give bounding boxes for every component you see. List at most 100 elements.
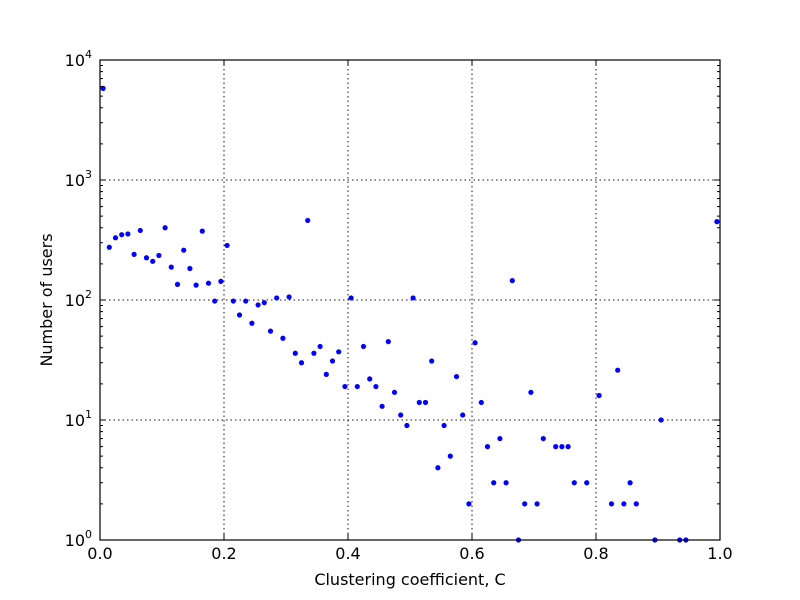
y-tick-label: 100 (65, 528, 92, 550)
data-point (236, 312, 243, 318)
data-point (205, 280, 212, 286)
data-point (274, 295, 280, 301)
x-tick-label: 0.8 (583, 544, 608, 563)
data-point (131, 251, 137, 257)
grid-lines (100, 60, 720, 540)
data-point (627, 480, 633, 486)
x-tick-label: 0.6 (459, 544, 484, 563)
data-point (522, 501, 528, 507)
data-point (329, 358, 336, 364)
data-point (633, 501, 639, 507)
data-point (398, 412, 404, 418)
data-point (373, 383, 379, 390)
data-point (571, 480, 577, 486)
data-point (261, 300, 267, 306)
data-point (112, 235, 119, 241)
x-axis-label: Clustering coefficient, C (314, 570, 505, 589)
data-point (230, 298, 236, 304)
data-point (137, 227, 143, 234)
data-point (212, 298, 218, 304)
x-tick-label: 0.2 (211, 544, 236, 563)
data-point (168, 264, 174, 270)
data-point (218, 278, 224, 284)
data-point (596, 392, 602, 399)
x-tick-label: 0.0 (87, 544, 112, 563)
y-tick-label: 102 (65, 288, 92, 310)
data-point (367, 376, 373, 382)
data-point (559, 444, 565, 450)
data-point (385, 339, 391, 345)
data-point (584, 480, 590, 486)
data-point (292, 350, 298, 356)
data-point (472, 340, 478, 346)
data-point (336, 349, 342, 355)
data-point (460, 412, 466, 418)
data-point (528, 389, 534, 395)
data-point (466, 501, 472, 507)
data-point (125, 231, 131, 237)
data-point (106, 244, 112, 250)
data-point (478, 399, 484, 406)
data-point (311, 350, 317, 356)
data-point (410, 295, 416, 301)
data-point (608, 501, 615, 507)
data-point (323, 371, 329, 377)
data-point (540, 435, 546, 442)
data-point (553, 444, 559, 450)
data-point (298, 360, 305, 366)
data-point (379, 403, 385, 409)
data-point (255, 302, 261, 308)
data-point (714, 219, 720, 225)
data-point (565, 444, 571, 450)
data-point (199, 228, 205, 234)
data-point (621, 501, 627, 507)
data-point (181, 247, 187, 253)
data-point (435, 465, 441, 471)
data-point (193, 282, 199, 288)
data-point (342, 383, 348, 390)
data-point (249, 320, 255, 326)
data-point (280, 335, 286, 341)
x-tick-label: 1.0 (707, 544, 732, 563)
data-point (360, 343, 367, 350)
data-point (429, 358, 435, 364)
data-point (484, 444, 491, 450)
data-point (174, 281, 181, 287)
data-point (416, 399, 422, 406)
axis-ticks: 0.0 0.2 0.4 0.6 0.8 1.0 100 101 102 103 104 (65, 48, 733, 563)
y-tick-label: 103 (65, 168, 92, 190)
data-point (224, 242, 230, 249)
data-point (615, 367, 621, 373)
data-point (286, 294, 292, 300)
data-point (422, 399, 429, 406)
data-point (267, 328, 274, 334)
data-point (243, 298, 249, 304)
data-point (150, 258, 156, 264)
data-points (100, 85, 720, 543)
data-point (503, 480, 509, 486)
data-point (497, 435, 503, 442)
data-point (453, 373, 460, 380)
data-point (187, 265, 193, 272)
y-tick-label: 104 (65, 48, 92, 70)
y-tick-label: 101 (65, 408, 92, 430)
x-tick-label: 0.4 (335, 544, 360, 563)
data-point (391, 389, 398, 395)
data-point (317, 343, 323, 350)
data-point (491, 480, 497, 486)
data-point (119, 232, 125, 238)
data-point (404, 422, 410, 429)
data-point (658, 417, 664, 423)
data-point (509, 278, 515, 284)
data-point (162, 225, 168, 231)
data-point (156, 252, 162, 259)
data-point (143, 255, 150, 261)
data-point (534, 501, 540, 507)
data-point (305, 217, 311, 224)
data-point (348, 295, 354, 301)
data-point (441, 422, 447, 429)
data-point (447, 453, 453, 459)
y-axis-label: Number of users (37, 233, 56, 366)
data-point (354, 383, 360, 390)
